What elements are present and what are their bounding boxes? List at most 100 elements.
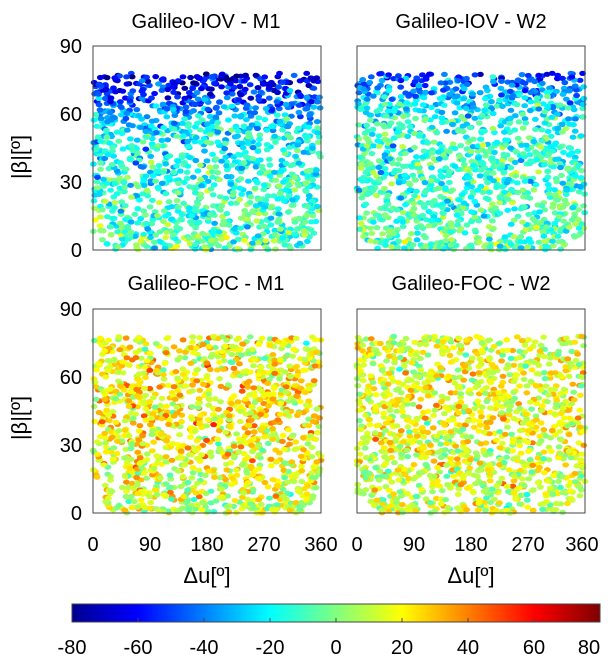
scatter-point: [533, 400, 541, 406]
scatter-point: [215, 406, 222, 412]
scatter-point: [401, 239, 409, 245]
scatter-point: [420, 233, 428, 239]
scatter-point: [233, 200, 240, 206]
scatter-point: [251, 400, 259, 406]
scatter-point: [421, 371, 429, 377]
scatter-point: [275, 211, 283, 217]
scatter-point: [122, 335, 130, 341]
scatter-point: [105, 166, 113, 172]
scatter-point: [153, 367, 160, 374]
scatter-point: [119, 359, 126, 365]
scatter-point: [478, 414, 485, 420]
scatter-point: [154, 143, 162, 149]
scatter-point: [196, 421, 203, 427]
scatter-point: [206, 164, 214, 170]
scatter-point: [116, 383, 124, 389]
scatter-point: [276, 118, 284, 124]
scatter-point: [414, 230, 421, 236]
scatter-point: [155, 163, 163, 169]
scatter-point: [153, 492, 161, 498]
scatter-point: [137, 238, 145, 244]
scatter-point: [112, 396, 120, 402]
scatter-point: [289, 202, 297, 208]
scatter-point: [287, 163, 295, 169]
scatter-point: [493, 139, 501, 145]
scatter-point: [97, 227, 104, 234]
scatter-point: [131, 498, 138, 504]
scatter-point: [188, 213, 196, 219]
scatter-point: [537, 408, 545, 414]
scatter-point: [106, 140, 114, 146]
scatter-point: [542, 242, 549, 248]
scatter-point: [127, 219, 135, 225]
panel-iov-m1: Galileo-IOV - M1 |β|[º] 0 30 60 90: [7, 11, 324, 262]
scatter-point: [266, 162, 274, 168]
scatter-point: [189, 85, 197, 91]
scatter-point: [446, 148, 453, 155]
scatter-point: [525, 236, 533, 242]
scatter-point: [446, 179, 453, 185]
scatter-point: [285, 181, 292, 187]
scatter-point: [371, 180, 379, 186]
scatter-point: [244, 140, 252, 146]
scatter-point: [439, 210, 447, 217]
scatter-point: [119, 146, 127, 152]
scatter-point: [113, 450, 121, 457]
scatter-point: [179, 120, 186, 126]
scatter-point: [140, 413, 148, 419]
scatter-point: [242, 149, 249, 155]
scatter-point: [161, 245, 169, 251]
scatter-point: [397, 94, 405, 100]
scatter-point: [563, 96, 570, 102]
scatter-point: [103, 241, 111, 247]
scatter-point: [454, 218, 462, 224]
scatter-point: [196, 335, 204, 341]
panel-foc-m1: Galileo-FOC - M1 |β|[º] 0 30 60 90 0 90 …: [7, 273, 338, 588]
scatter-point: [242, 396, 250, 402]
scatter-point: [267, 215, 275, 221]
scatter-point: [551, 187, 558, 193]
scatter-point: [256, 132, 264, 138]
scatter-point: [271, 169, 278, 175]
scatter-point: [309, 418, 317, 425]
scatter-point: [220, 218, 228, 224]
scatter-point: [174, 468, 182, 474]
scatter-point: [551, 192, 559, 198]
scatter-point: [223, 95, 231, 101]
scatter-point: [148, 431, 156, 437]
scatter-point: [316, 105, 324, 111]
scatter-point: [507, 107, 515, 113]
scatter-point: [519, 151, 527, 157]
scatter-point: [121, 427, 129, 433]
scatter-point: [438, 393, 446, 399]
scatter-point: [236, 361, 243, 367]
scatter-point: [245, 351, 253, 357]
x-tick-label: 90: [139, 534, 161, 556]
scatter-point: [458, 114, 465, 120]
scatter-point: [211, 80, 219, 86]
scatter-point: [239, 145, 247, 151]
scatter-point: [165, 199, 173, 205]
scatter-point: [250, 429, 258, 435]
scatter-point: [471, 72, 479, 78]
scatter-point: [508, 82, 516, 88]
scatter-point: [533, 224, 541, 230]
scatter-point: [374, 85, 382, 91]
scatter-point: [167, 489, 174, 495]
scatter-point: [519, 219, 526, 225]
scatter-point: [556, 102, 564, 108]
scatter-point: [162, 481, 170, 487]
scatter-point: [142, 220, 150, 227]
scatter-point: [203, 373, 211, 379]
scatter-point: [447, 390, 455, 396]
scatter-point: [427, 241, 435, 247]
scatter-point: [307, 433, 315, 439]
scatter-point: [187, 360, 195, 366]
scatter-point: [295, 183, 303, 189]
scatter-point: [518, 142, 525, 148]
scatter-point: [519, 174, 527, 180]
scatter-point: [292, 500, 300, 506]
scatter-point: [268, 123, 275, 129]
scatter-point: [121, 418, 129, 424]
scatter-point: [547, 133, 555, 139]
